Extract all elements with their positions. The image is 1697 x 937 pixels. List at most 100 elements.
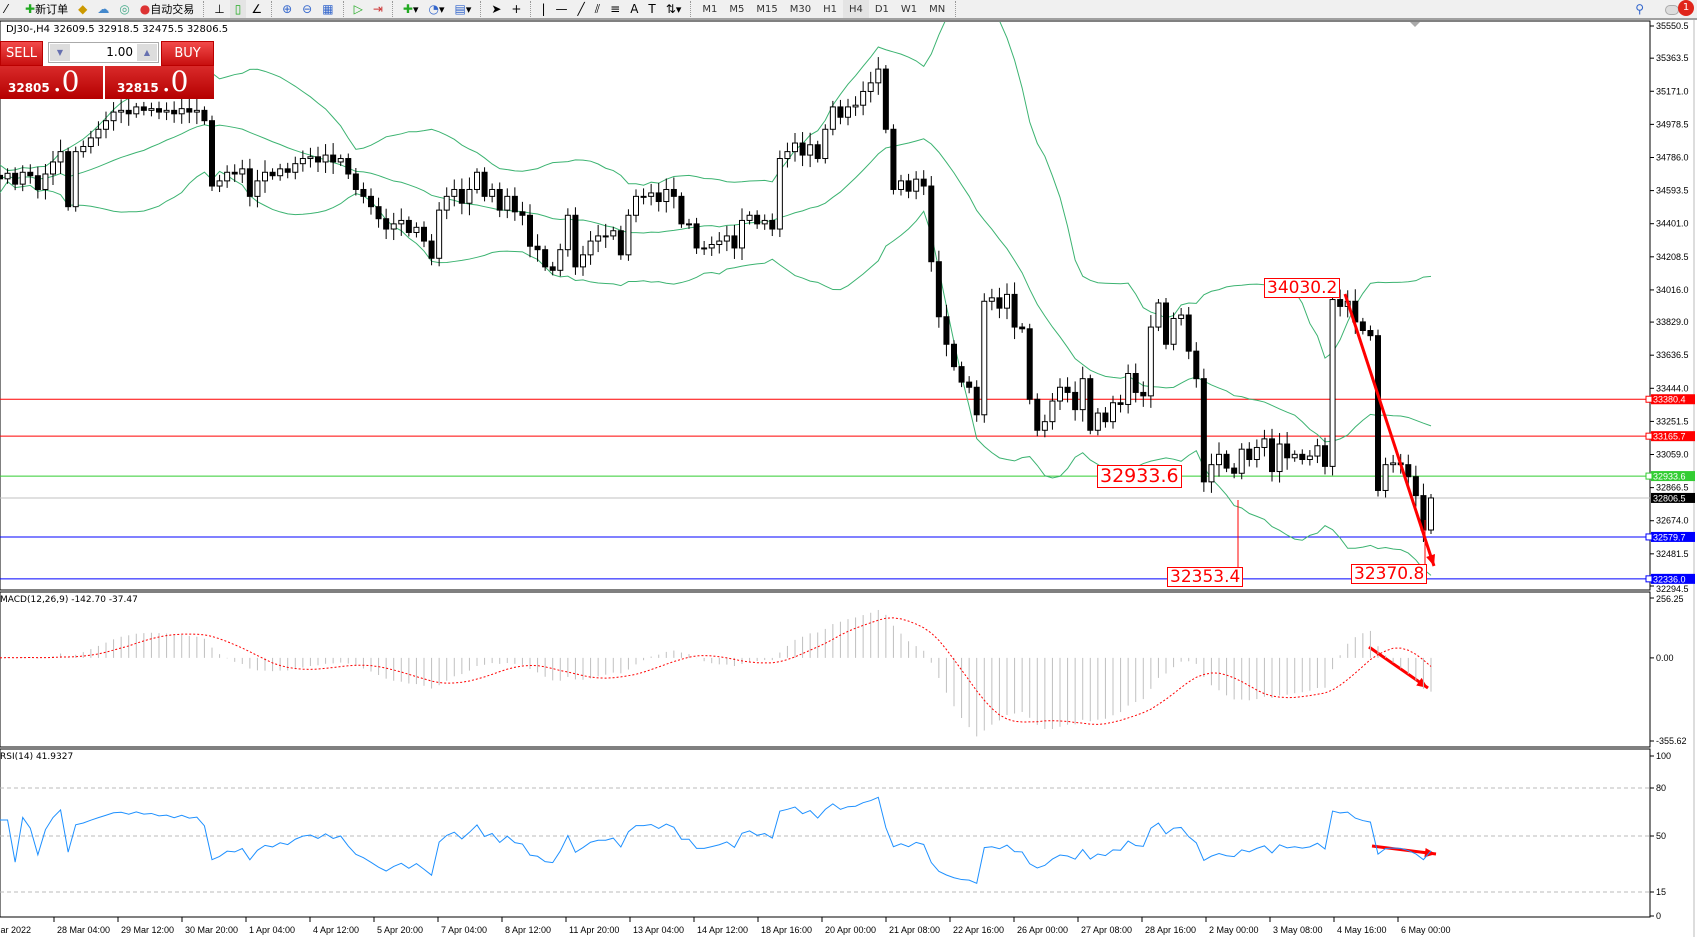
candle-bear (890, 128, 897, 190)
candle-bull (792, 142, 798, 153)
channel-button[interactable]: ⫽ (590, 0, 605, 18)
candle-bull (746, 214, 753, 221)
candle-bear (27, 171, 34, 177)
candle-bull (1004, 293, 1010, 309)
price-tick-label: 34401.0 (1656, 219, 1689, 229)
time-tick-label: 18 Apr 16:00 (761, 925, 812, 935)
chart-shift-button[interactable]: ⇥ (368, 0, 388, 18)
tile-windows-button[interactable]: ▦ (317, 0, 338, 18)
clock-icon: ◔ (428, 2, 439, 16)
candle-bull (784, 151, 791, 160)
vertical-line-button[interactable]: | (536, 0, 550, 18)
notification-badge: 1 (1678, 0, 1694, 16)
candle-bull (723, 235, 730, 242)
candle-bear (542, 249, 549, 268)
candle-bull (239, 168, 246, 175)
candle-bull (322, 154, 329, 163)
time-tick-label: 21 Apr 08:00 (889, 925, 940, 935)
low-price-label-2[interactable]: 32370.8 (1351, 564, 1428, 584)
buy-price-button[interactable]: 32815 .0 (105, 66, 214, 99)
level-price-label[interactable]: 32933.6 (1097, 465, 1182, 488)
lot-increase-button[interactable]: ▲ (137, 44, 157, 61)
buy-price-pips: .0 (161, 65, 189, 98)
signals-button[interactable]: ◎ (114, 0, 134, 18)
buy-price-main: 32815 (117, 81, 159, 95)
lot-size-field[interactable]: ▼ 1.00 ▲ (48, 42, 159, 63)
line-handle (1645, 432, 1653, 440)
price-line-label-bg (1651, 394, 1695, 405)
lot-decrease-button[interactable]: ▼ (50, 44, 70, 61)
horizontal-line-button[interactable]: — (551, 0, 573, 18)
candle-bear (1163, 302, 1169, 345)
search-button[interactable]: ⚲ (1630, 0, 1649, 18)
line-chart-button[interactable]: ∠ (246, 0, 267, 18)
sell-button[interactable]: SELL (0, 41, 43, 66)
trendline-button[interactable]: ╱ (573, 0, 590, 18)
macd-tick-label: -355.62 (1656, 736, 1687, 746)
sell-price-button[interactable]: 32805 .0 (0, 66, 103, 99)
price-tick-label: 33829.0 (1656, 317, 1689, 327)
timeframe-m15[interactable]: M15 (756, 3, 778, 15)
time-tick-label: 4 Apr 12:00 (313, 925, 359, 935)
candle-bear (1246, 448, 1253, 461)
templates-button[interactable]: ▤ ▾ (449, 0, 476, 18)
navigator-button[interactable]: ☁ (92, 0, 114, 18)
buy-button[interactable]: BUY (161, 41, 214, 66)
text-button[interactable]: A (625, 0, 643, 18)
time-tick-label: 20 Apr 00:00 (825, 925, 876, 935)
candle-bull (50, 161, 56, 175)
candle-bull (262, 171, 268, 182)
zoom-in-button[interactable]: ⊕ (277, 0, 297, 18)
price-tick-label: 32674.0 (1656, 516, 1689, 526)
timeframe-d1[interactable]: D1 (874, 3, 889, 15)
candle-bear (156, 108, 162, 113)
toolbar-divider (690, 1, 692, 17)
candlestick-button[interactable]: ▯ (229, 0, 247, 18)
low-price-label-1[interactable]: 32353.4 (1167, 567, 1244, 587)
toolbar-edge-button[interactable]: ⁄ (0, 0, 12, 18)
time-tick-label: 26 Apr 00:00 (1017, 925, 1068, 935)
zoom-out-button[interactable]: ⊖ (297, 0, 317, 18)
price-tick-label: 33444.0 (1656, 383, 1689, 393)
messages-button[interactable]: 1 (1663, 0, 1697, 18)
bollinger-lower (0, 170, 1432, 576)
candle-bear (511, 195, 518, 213)
new-order-button[interactable]: ✚ 新订单 (20, 0, 73, 18)
candle-bear (1019, 326, 1026, 330)
high-price-label[interactable]: 34030.2 (1264, 278, 1341, 298)
timeframe-m1[interactable]: M1 (702, 3, 718, 15)
crosshair-button[interactable]: + (506, 0, 526, 18)
timeframe-h1[interactable]: H1 (823, 3, 837, 15)
market-watch-button[interactable]: ◆ (73, 0, 92, 18)
auto-trading-button[interactable]: ● 自动交易 (135, 0, 199, 18)
line-handle (1645, 395, 1653, 403)
candle-bear (269, 171, 276, 177)
timeframe-w1[interactable]: W1 (900, 3, 918, 15)
text-label-button[interactable]: T (643, 0, 660, 18)
candle-bull (277, 168, 284, 177)
lot-size-value[interactable]: 1.00 (106, 45, 133, 59)
candle-bear (125, 109, 132, 115)
indicators-button[interactable]: ✚ ▾ (398, 0, 424, 18)
signal-icon: ◎ (119, 2, 130, 16)
periods-button[interactable]: ◔ ▾ (423, 0, 449, 18)
search-icon: ⚲ (1635, 2, 1644, 16)
candle-bear (1337, 299, 1344, 307)
timeframe-m5[interactable]: M5 (729, 3, 745, 15)
timeframe-mn[interactable]: MN (929, 3, 946, 15)
candle-bull (648, 192, 655, 197)
candle-bull (178, 108, 185, 115)
candle-bull (1094, 412, 1101, 431)
price-line-label: 32579.7 (1653, 532, 1686, 542)
fibonacci-button[interactable]: ≡ (605, 0, 625, 18)
auto-scroll-button[interactable]: ▷ (349, 0, 368, 18)
candle-bear (1367, 330, 1374, 337)
bar-chart-button[interactable]: ⊥ (209, 0, 229, 18)
cursor-button[interactable]: ➤ (486, 0, 506, 18)
arrows-button[interactable]: ⇅ ▾ (661, 0, 687, 18)
timeframe-m30[interactable]: M30 (789, 3, 812, 15)
timeframe-h4[interactable]: H4 (842, 0, 869, 18)
candle-bull (686, 223, 692, 226)
candle-bear (231, 171, 238, 175)
